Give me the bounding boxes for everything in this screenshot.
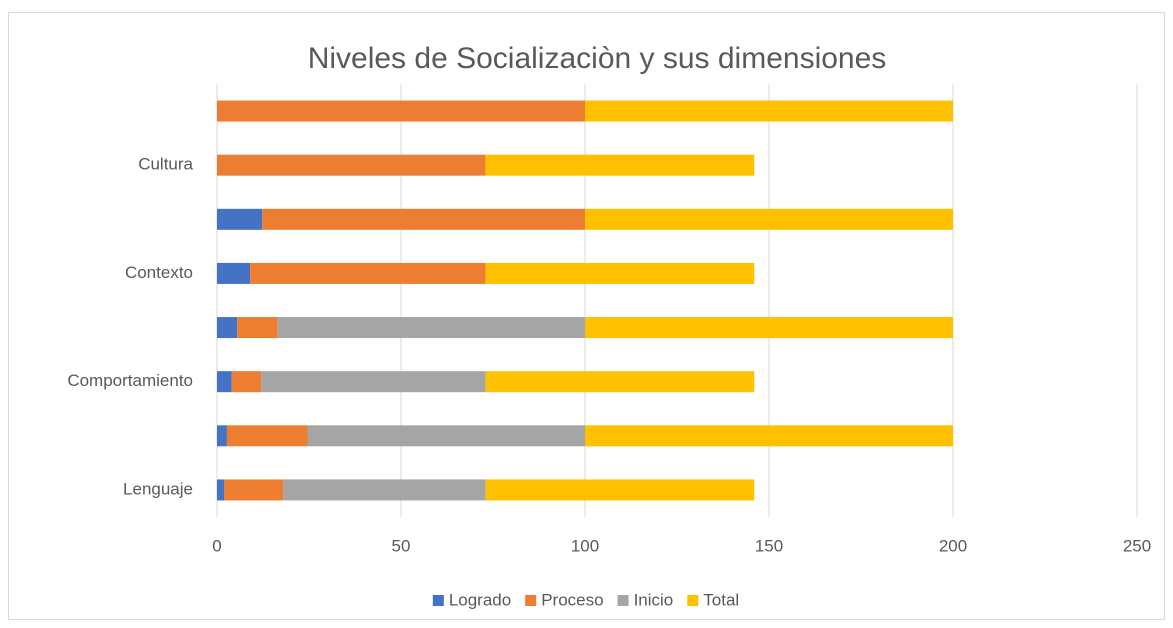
legend-swatch [525, 595, 537, 606]
bar-segment [283, 479, 486, 501]
x-tick-label: 0 [212, 536, 221, 555]
bar-segment [585, 425, 953, 447]
bar-segment [485, 371, 755, 393]
bar-segment [217, 208, 263, 230]
bar-segment [217, 317, 238, 339]
legend-label: Proceso [541, 590, 603, 609]
bar-segment [217, 479, 225, 501]
legend-swatch [432, 595, 444, 606]
bar-segment [485, 262, 755, 284]
x-tick-label: 150 [755, 536, 783, 555]
bar-segment [217, 425, 227, 447]
bar-segment [226, 425, 308, 447]
bar-segment [277, 317, 585, 339]
bar-segment [231, 371, 262, 393]
bar-segment [224, 479, 284, 501]
legend-label: Inicio [634, 590, 674, 609]
bar-segment [485, 479, 755, 501]
bar-segment [217, 262, 251, 284]
legend-swatch [687, 595, 699, 606]
y-tick-label: Cultura [138, 155, 193, 174]
bar-segment [485, 154, 755, 176]
bar-segment [217, 100, 585, 122]
legend-swatch [617, 595, 629, 606]
legend-label: Logrado [449, 590, 511, 609]
bar-segment [217, 371, 232, 393]
bar-segment [585, 317, 953, 339]
bar-segment [261, 371, 486, 393]
x-tick-label: 100 [571, 536, 599, 555]
bar-segment [237, 317, 278, 339]
x-tick-label: 200 [939, 536, 967, 555]
bar-segment [262, 208, 585, 230]
legend-label: Total [703, 590, 739, 609]
x-tick-label: 250 [1123, 536, 1151, 555]
bar-segment [585, 208, 953, 230]
y-tick-label: Contexto [125, 263, 193, 282]
x-tick-label: 50 [392, 536, 411, 555]
bar-segment [217, 154, 486, 176]
y-tick-label: Lenguaje [123, 479, 193, 498]
bar-segment [307, 425, 585, 447]
chart-title: Niveles de Socializaciòn y sus dimension… [308, 42, 887, 75]
bar-segment [250, 262, 486, 284]
bar-segment [585, 100, 953, 122]
y-tick-label: Comportamiento [67, 371, 193, 390]
